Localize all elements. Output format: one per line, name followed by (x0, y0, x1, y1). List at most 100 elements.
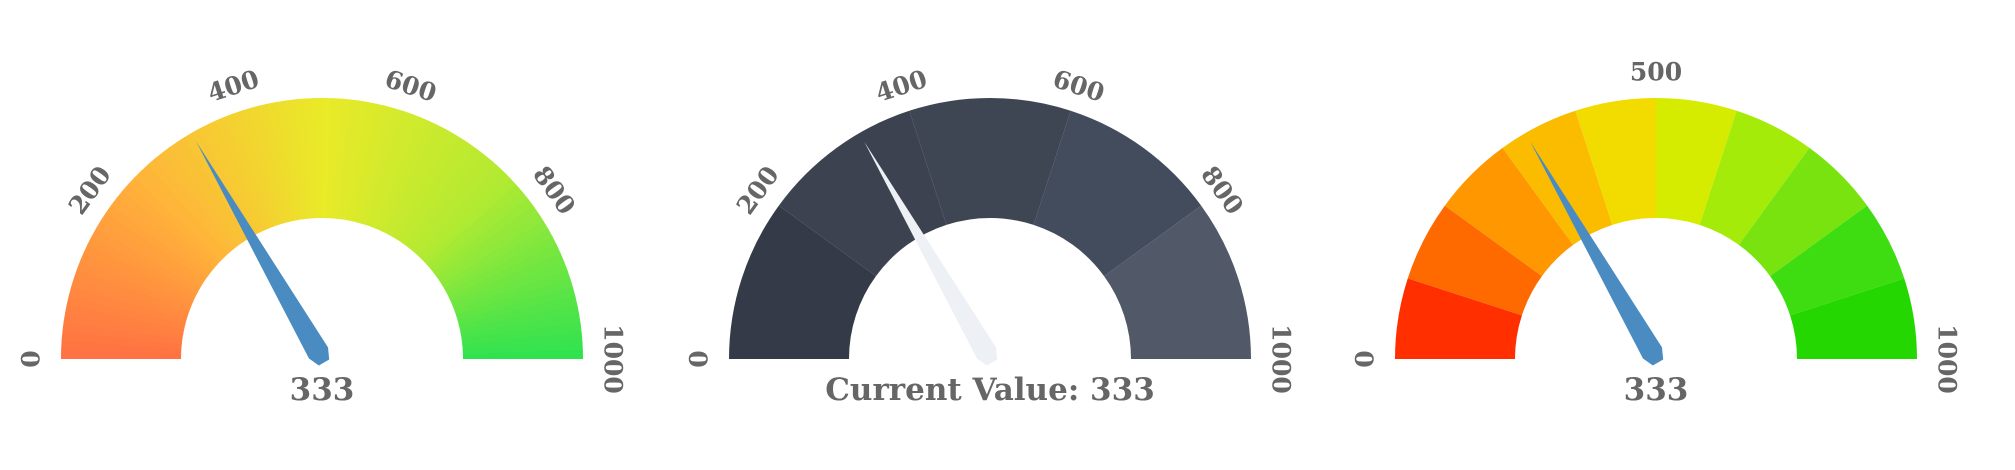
gauge-arc-slice (191, 127, 257, 237)
gauge-arc-slice (61, 339, 182, 355)
gauge-arc-slice (462, 331, 583, 351)
gauge-arc-slice (360, 108, 405, 226)
gauge-value-label: 333 (290, 372, 355, 408)
gauge-arc-slice (448, 244, 562, 303)
gauge-arc-slice (400, 142, 477, 246)
gauge-band-1 (1395, 278, 1522, 359)
tick-label-500: 500 (1630, 58, 1682, 87)
gauge-arc-slice (396, 137, 470, 243)
gauge-arc (61, 98, 583, 359)
tick-label-0: 0 (17, 350, 46, 367)
gauge-arc-slice (176, 136, 249, 243)
gauge-arc-slice (66, 294, 186, 330)
gauge-arc-slice (76, 259, 192, 311)
gauge-arc-slice (161, 146, 240, 248)
gauge-arc-slice (336, 99, 360, 220)
gauge-arc-slice (370, 113, 422, 229)
gauge-arc-slice (73, 268, 190, 316)
gauge-arc-slice (87, 235, 198, 298)
gauge-arc-slice (312, 98, 324, 219)
gauge-arc-slice (61, 330, 182, 350)
gauge-arc-slice (458, 295, 578, 331)
gauge-arc-slice (423, 177, 518, 266)
gauge-arc-slice (456, 278, 574, 321)
gauge-band-6 (1656, 98, 1737, 225)
gauge-arc-slice (147, 158, 233, 255)
gauge-band-2 (1407, 205, 1542, 316)
gauge-arc-slice (379, 120, 438, 233)
tick-label-0: 0 (685, 350, 714, 367)
gauge-arc-slice (154, 152, 236, 251)
gauge-arc-slice (356, 105, 396, 224)
gauge-arc-slice (232, 110, 280, 227)
gauge-arc (729, 97, 1251, 359)
gauge-arc-slice (436, 205, 540, 281)
gauge-band-9 (1770, 205, 1905, 316)
gauge-arc-slice (71, 276, 189, 321)
tick-label-600: 600 (381, 64, 440, 108)
gauge-band-7 (1699, 110, 1810, 245)
gauge-arc-slice (250, 105, 289, 224)
tick-label-400: 400 (872, 64, 931, 108)
tick-label-400: 400 (204, 64, 263, 108)
gauge-arc-slice (63, 312, 184, 340)
gauge-arc-slice (408, 153, 492, 252)
gauge-arc-slice (446, 236, 558, 298)
gauge-arc-slice (346, 101, 378, 222)
gauge-band-4 (1033, 110, 1202, 277)
gauge-band-3 (1444, 147, 1574, 277)
gauge-arc-slice (441, 220, 549, 290)
tick-label-1000: 1000 (1267, 324, 1296, 394)
gauge-arc-slice (322, 98, 333, 219)
gauge-arc-slice (215, 116, 271, 231)
gauge-band-2 (778, 110, 947, 277)
gauge-arc-slice (83, 243, 196, 302)
tick-label-0: 0 (1351, 350, 1380, 367)
gauge-arc-slice (452, 261, 568, 312)
gauge-needle (1530, 141, 1664, 366)
gauge-arc-slice (404, 147, 484, 249)
gauge-arc-slice (326, 98, 342, 219)
gauge-band-8 (1738, 147, 1868, 277)
gauge-arc-slice (116, 189, 215, 273)
gauge-needle (196, 141, 330, 366)
gauge-arc-slice (80, 251, 194, 307)
gauge-arc-slice (460, 313, 581, 341)
gauge-value-label: 333 (1624, 372, 1689, 408)
tick-label-1000: 1000 (1933, 324, 1962, 394)
tick-label-600: 600 (1049, 64, 1108, 108)
gauge-arc-slice (412, 159, 498, 255)
gauge-arc-slice (91, 227, 201, 293)
gauge-arc-slice (68, 285, 187, 325)
gauge-arc-slice (110, 197, 212, 277)
gauge-arc-slice (294, 98, 314, 219)
gauge-arc-slice (241, 107, 284, 225)
gauge-arc-slice (199, 123, 261, 235)
gauge-arc-slice (128, 176, 222, 265)
gauge-arc-slice (331, 98, 351, 219)
gauge-arc-slice (457, 287, 576, 326)
gauge-arc-slice (62, 321, 183, 345)
gauge-arc-slice (454, 269, 571, 317)
gauge-arc-slice (416, 165, 505, 259)
gauge-arc-slice (207, 119, 266, 233)
tick-label-1000: 1000 (599, 324, 628, 394)
gauge-arc (1395, 98, 1917, 359)
gauge-arc-slice (95, 219, 203, 289)
gauge-band-1 (729, 205, 876, 359)
gauge-arc-slice (258, 103, 294, 223)
gauge-arc-slice (365, 110, 413, 227)
gauge-arc-slice (140, 163, 229, 258)
gauge-arc-slice (276, 100, 304, 221)
gauge-arc-slice (462, 349, 583, 359)
gauge-arc-slice (438, 213, 545, 286)
gauge-arc-slice (351, 103, 387, 223)
gauge-arc-slice (100, 211, 206, 285)
gauge-arc-slice (430, 191, 529, 273)
gauge-arc-slice (392, 132, 462, 240)
gauge-arc-slice (122, 183, 218, 269)
gauge-arc-slice (388, 128, 454, 238)
gauge-arc-slice (444, 228, 554, 294)
